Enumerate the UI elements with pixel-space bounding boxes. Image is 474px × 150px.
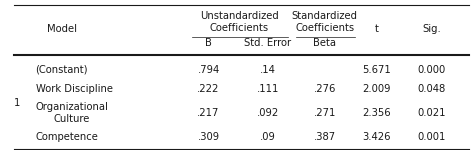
Text: .222: .222 bbox=[197, 84, 220, 94]
Text: Competence: Competence bbox=[36, 132, 99, 142]
Text: 1: 1 bbox=[13, 99, 20, 108]
Text: Standardized
Coefficients: Standardized Coefficients bbox=[292, 11, 358, 33]
Text: .271: .271 bbox=[313, 108, 336, 118]
Text: 0.048: 0.048 bbox=[417, 84, 446, 94]
Text: .309: .309 bbox=[198, 132, 219, 142]
Text: B: B bbox=[205, 38, 212, 48]
Text: 5.671: 5.671 bbox=[363, 65, 391, 75]
Text: Beta: Beta bbox=[313, 38, 336, 48]
Text: .111: .111 bbox=[256, 84, 279, 94]
Text: 2.009: 2.009 bbox=[363, 84, 391, 94]
Text: Unstandardized
Coefficients: Unstandardized Coefficients bbox=[200, 11, 279, 33]
Text: 2.356: 2.356 bbox=[363, 108, 391, 118]
Text: .092: .092 bbox=[257, 108, 279, 118]
Text: (Constant): (Constant) bbox=[36, 65, 88, 75]
Text: .09: .09 bbox=[260, 132, 276, 142]
Text: Std. Error: Std. Error bbox=[244, 38, 292, 48]
Text: .217: .217 bbox=[197, 108, 220, 118]
Text: 0.000: 0.000 bbox=[417, 65, 446, 75]
Text: 0.021: 0.021 bbox=[417, 108, 446, 118]
Text: Model: Model bbox=[46, 24, 77, 34]
Text: 0.001: 0.001 bbox=[417, 132, 446, 142]
Text: Organizational
Culture: Organizational Culture bbox=[36, 102, 109, 124]
Text: Sig.: Sig. bbox=[422, 24, 441, 34]
Text: .387: .387 bbox=[314, 132, 336, 142]
Text: t: t bbox=[375, 24, 379, 34]
Text: Work Discipline: Work Discipline bbox=[36, 84, 112, 94]
Text: .14: .14 bbox=[260, 65, 276, 75]
Text: .276: .276 bbox=[313, 84, 336, 94]
Text: .794: .794 bbox=[198, 65, 219, 75]
Text: 3.426: 3.426 bbox=[363, 132, 391, 142]
